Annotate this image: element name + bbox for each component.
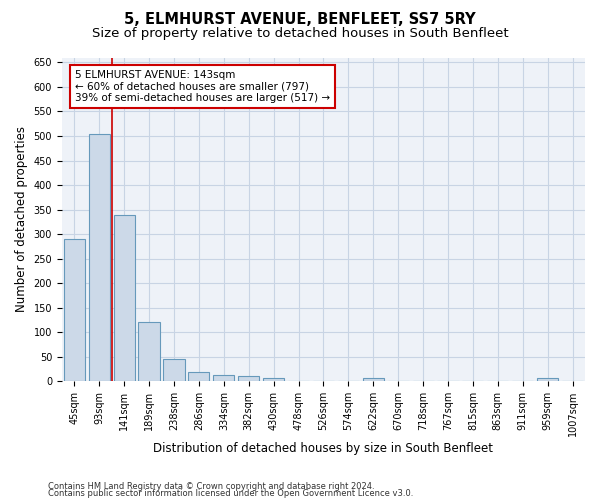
Bar	[163, 360, 185, 382]
Text: Size of property relative to detached houses in South Benfleet: Size of property relative to detached ho…	[92, 28, 508, 40]
Bar	[263, 378, 284, 382]
Text: 5, ELMHURST AVENUE, BENFLEET, SS7 5RY: 5, ELMHURST AVENUE, BENFLEET, SS7 5RY	[124, 12, 476, 28]
Bar	[188, 372, 209, 382]
Bar	[64, 239, 85, 382]
Text: 5 ELMHURST AVENUE: 143sqm
← 60% of detached houses are smaller (797)
39% of semi: 5 ELMHURST AVENUE: 143sqm ← 60% of detac…	[75, 70, 330, 103]
Bar	[537, 378, 558, 382]
Text: Contains HM Land Registry data © Crown copyright and database right 2024.: Contains HM Land Registry data © Crown c…	[48, 482, 374, 491]
Bar	[362, 378, 384, 382]
Bar	[139, 322, 160, 382]
Bar	[238, 376, 259, 382]
Bar	[89, 134, 110, 382]
Bar	[213, 375, 235, 382]
Text: Contains public sector information licensed under the Open Government Licence v3: Contains public sector information licen…	[48, 490, 413, 498]
X-axis label: Distribution of detached houses by size in South Benfleet: Distribution of detached houses by size …	[154, 442, 493, 455]
Bar	[113, 214, 135, 382]
Y-axis label: Number of detached properties: Number of detached properties	[15, 126, 28, 312]
